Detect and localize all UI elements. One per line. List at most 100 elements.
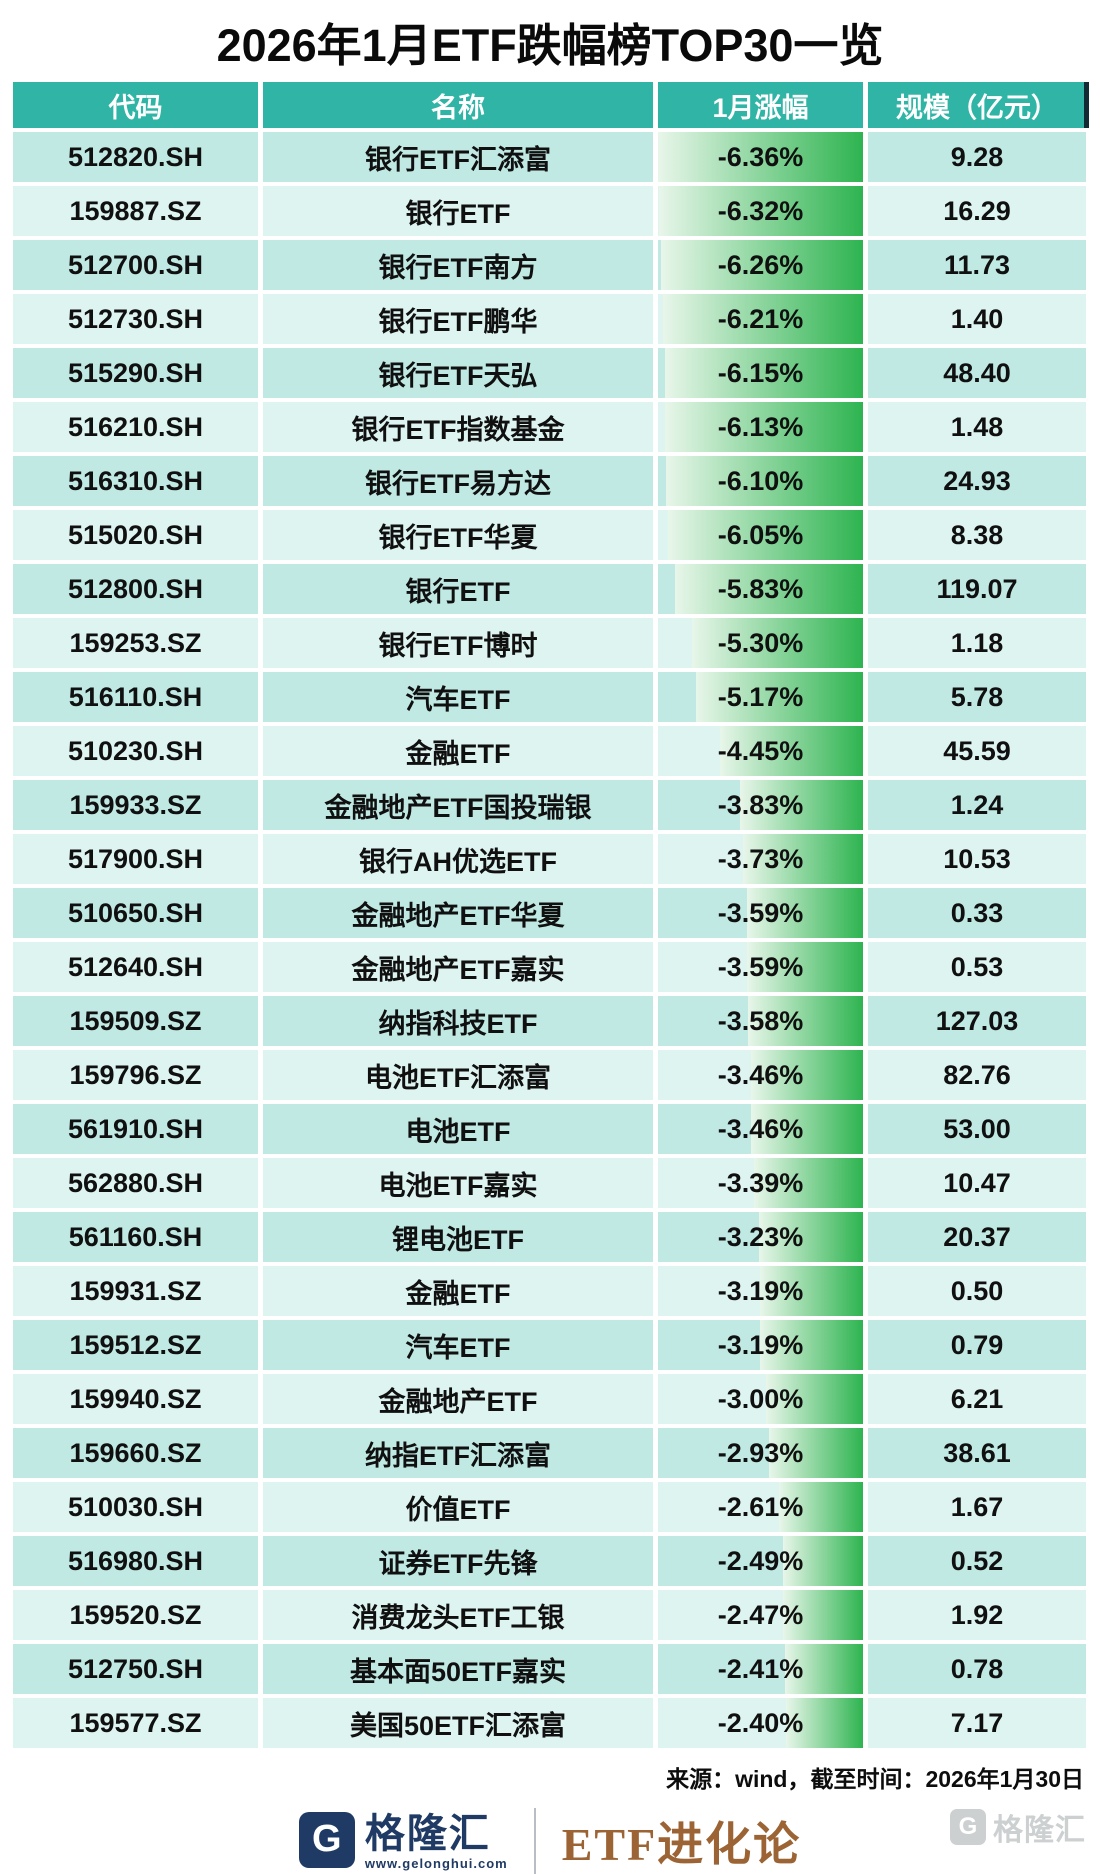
cell-size: 0.78 (868, 1644, 1086, 1694)
cell-name: 证券ETF先锋 (263, 1536, 653, 1586)
cell-change: -3.83% (658, 780, 863, 830)
header-cell-change: 1月涨幅 (658, 82, 863, 128)
cell-change: -6.26% (658, 240, 863, 290)
cell-size: 10.47 (868, 1158, 1086, 1208)
cell-name: 金融地产ETF国投瑞银 (263, 780, 653, 830)
cell-change: -3.59% (658, 888, 863, 938)
change-value: -6.13% (717, 411, 804, 442)
cell-code: 517900.SH (13, 834, 258, 884)
change-value: -2.41% (717, 1653, 804, 1684)
change-value: -6.21% (717, 303, 804, 334)
cell-code: 159933.SZ (13, 780, 258, 830)
source-note: 来源：wind，截至时间：2026年1月30日 (666, 1766, 1084, 1792)
change-bar (751, 1104, 863, 1154)
cell-code: 515020.SH (13, 510, 258, 560)
change-value: -3.19% (717, 1329, 804, 1360)
cell-size: 16.29 (868, 186, 1086, 236)
cell-name: 银行ETF华夏 (263, 510, 653, 560)
change-value: -3.73% (717, 843, 804, 874)
change-bar (665, 402, 863, 452)
cell-size: 9.28 (868, 132, 1086, 182)
change-bar (662, 294, 863, 344)
cell-code: 512750.SH (13, 1644, 258, 1694)
change-bar (675, 564, 863, 614)
change-bar (778, 1482, 863, 1532)
change-bar (747, 888, 863, 938)
page-title: 2026年1月ETF跌幅榜TOP30一览 (216, 20, 884, 71)
change-bar (758, 1212, 863, 1262)
cell-name: 银行ETF易方达 (263, 456, 653, 506)
cell-change: -5.83% (658, 564, 863, 614)
cell-name: 价值ETF (263, 1482, 653, 1532)
cell-name: 电池ETF嘉实 (263, 1158, 653, 1208)
cell-size: 45.59 (868, 726, 1086, 776)
cell-code: 512640.SH (13, 942, 258, 992)
change-value: -6.15% (717, 357, 804, 388)
column-brand-title: ETF进化论 (561, 1819, 802, 1870)
gelonghui-logo: G 格隆汇 www.gelonghui.com (298, 1811, 508, 1871)
change-value: -5.83% (717, 573, 804, 604)
table-body: 512820.SH 银行ETF汇添富 -6.36% 9.28 159887.SZ 银行ET… (13, 132, 1086, 1748)
cell-size: 48.40 (868, 348, 1086, 398)
change-value: -5.17% (717, 681, 804, 712)
change-bar (760, 1266, 863, 1316)
cell-name: 美国50ETF汇添富 (263, 1698, 653, 1748)
cell-size: 10.53 (868, 834, 1086, 884)
change-bar (747, 996, 863, 1046)
cell-size: 38.61 (868, 1428, 1086, 1478)
cell-change: -3.23% (658, 1212, 863, 1262)
cell-name: 纳指ETF汇添富 (263, 1428, 653, 1478)
cell-name: 金融地产ETF嘉实 (263, 942, 653, 992)
change-bar (753, 1158, 863, 1208)
change-bar (782, 1536, 863, 1586)
change-bar (742, 834, 863, 884)
cell-code: 516110.SH (13, 672, 258, 722)
cell-size: 8.38 (868, 510, 1086, 560)
cell-code: 510230.SH (13, 726, 258, 776)
cell-name: 银行ETF天弘 (263, 348, 653, 398)
header-cell-code: 代码 (13, 82, 258, 128)
cell-code: 159577.SZ (13, 1698, 258, 1748)
cell-name: 金融地产ETF华夏 (263, 888, 653, 938)
watermark-g-icon: G (950, 1809, 986, 1845)
change-value: -6.36% (717, 141, 804, 172)
cell-change: -2.47% (658, 1590, 863, 1640)
cell-change: -6.13% (658, 402, 863, 452)
cell-name: 汽车ETF (263, 672, 653, 722)
cell-size: 0.53 (868, 942, 1086, 992)
cell-change: -2.40% (658, 1698, 863, 1748)
cell-code: 159931.SZ (13, 1266, 258, 1316)
cell-size: 7.17 (868, 1698, 1086, 1748)
cell-change: -5.17% (658, 672, 863, 722)
cell-change: -3.39% (658, 1158, 863, 1208)
cell-change: -3.19% (658, 1320, 863, 1370)
watermark: G 格隆汇 (950, 1805, 1086, 1849)
cell-code: 562880.SH (13, 1158, 258, 1208)
cell-name: 金融ETF (263, 1266, 653, 1316)
cell-code: 516310.SH (13, 456, 258, 506)
cell-size: 0.50 (868, 1266, 1086, 1316)
change-value: -3.00% (717, 1383, 804, 1414)
cell-size: 53.00 (868, 1104, 1086, 1154)
change-value: -3.46% (717, 1113, 804, 1144)
change-bar (666, 456, 863, 506)
cell-code: 159520.SZ (13, 1590, 258, 1640)
cell-code: 516980.SH (13, 1536, 258, 1586)
cell-code: 561910.SH (13, 1104, 258, 1154)
cell-name: 银行ETF鹏华 (263, 294, 653, 344)
cell-code: 512730.SH (13, 294, 258, 344)
cell-size: 11.73 (868, 240, 1086, 290)
cell-code: 512820.SH (13, 132, 258, 182)
cell-change: -5.30% (658, 618, 863, 668)
cell-code: 510650.SH (13, 888, 258, 938)
change-value: -2.61% (717, 1491, 804, 1522)
cell-code: 512800.SH (13, 564, 258, 614)
cell-code: 159512.SZ (13, 1320, 258, 1370)
change-bar (696, 672, 863, 722)
brand-url: www.gelonghui.com (364, 1855, 508, 1871)
change-bar (658, 132, 863, 182)
cell-size: 5.78 (868, 672, 1086, 722)
cell-change: -3.58% (658, 996, 863, 1046)
change-value: -3.59% (717, 897, 804, 928)
change-bar (661, 240, 863, 290)
